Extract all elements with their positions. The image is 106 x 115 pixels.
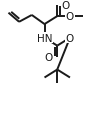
Text: O: O bbox=[61, 1, 70, 11]
Text: O: O bbox=[66, 12, 74, 22]
Text: HN: HN bbox=[37, 33, 52, 43]
Text: O: O bbox=[45, 53, 53, 62]
Text: O: O bbox=[66, 33, 74, 43]
